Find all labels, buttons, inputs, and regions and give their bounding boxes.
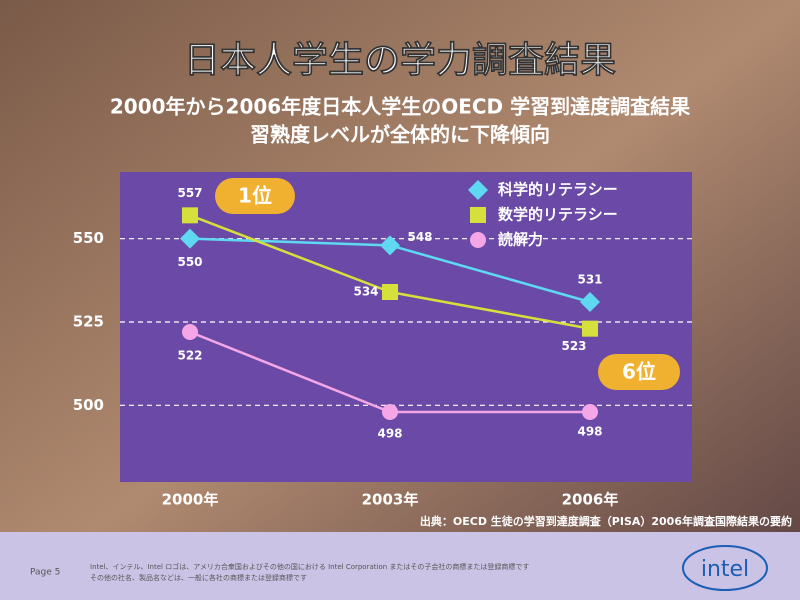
y-tick-label: 525 bbox=[73, 313, 104, 331]
data-label: 550 bbox=[177, 255, 202, 269]
data-label: 557 bbox=[177, 186, 202, 200]
footer-note: その他の社名、製品名などは、一般に各社の商標または登録商標です bbox=[90, 573, 307, 582]
legend-label: 数学的リテラシー bbox=[498, 206, 618, 224]
footer-band bbox=[0, 532, 800, 600]
annotation: 6位 bbox=[622, 360, 656, 384]
annotation-badge bbox=[215, 178, 295, 214]
marker bbox=[380, 235, 400, 256]
source: 出典：OECD 生徒の学習到達度調査（PISA）2006年調査国際結果の要約 bbox=[420, 514, 792, 528]
marker bbox=[470, 232, 486, 248]
footer-note: Intel、インテル、Intel ロゴは、アメリカ合衆国およびその他の国における… bbox=[90, 562, 529, 571]
data-label: 531 bbox=[577, 273, 602, 287]
legend-label: 読解力 bbox=[498, 231, 543, 249]
annotation: 1位 bbox=[238, 184, 272, 208]
marker bbox=[470, 207, 486, 223]
data-label: 498 bbox=[577, 425, 602, 439]
subtitle: 2000年から2006年度日本人学生のOECD 学習到達度調査結果 bbox=[110, 95, 690, 119]
data-label: 548 bbox=[407, 230, 432, 244]
marker bbox=[582, 404, 598, 420]
x-tick-label: 2003年 bbox=[362, 491, 419, 509]
title: 日本人学生の学力調査結果 bbox=[184, 39, 616, 81]
marker bbox=[582, 320, 598, 337]
marker bbox=[182, 207, 198, 224]
page-number: Page 5 bbox=[30, 568, 60, 578]
marker bbox=[382, 284, 398, 300]
data-label: 534 bbox=[353, 285, 378, 299]
data-label: 498 bbox=[377, 427, 402, 441]
marker bbox=[180, 228, 200, 249]
subtitle: 習熟度レベルが全体的に下降傾向 bbox=[250, 123, 550, 147]
marker bbox=[580, 292, 600, 312]
data-label: 522 bbox=[177, 349, 202, 363]
marker bbox=[382, 404, 398, 420]
marker bbox=[468, 180, 488, 200]
x-tick-label: 2000年 bbox=[162, 491, 219, 509]
data-label: 523 bbox=[561, 339, 586, 353]
logo: intel bbox=[701, 557, 749, 582]
logo-ring bbox=[682, 545, 768, 591]
y-tick-label: 550 bbox=[73, 229, 104, 247]
x-tick-label: 2006年 bbox=[562, 491, 619, 509]
annotation-badge bbox=[598, 354, 680, 390]
marker bbox=[182, 324, 198, 340]
y-tick-label: 500 bbox=[73, 396, 104, 414]
legend-label: 科学的リテラシー bbox=[498, 181, 618, 199]
